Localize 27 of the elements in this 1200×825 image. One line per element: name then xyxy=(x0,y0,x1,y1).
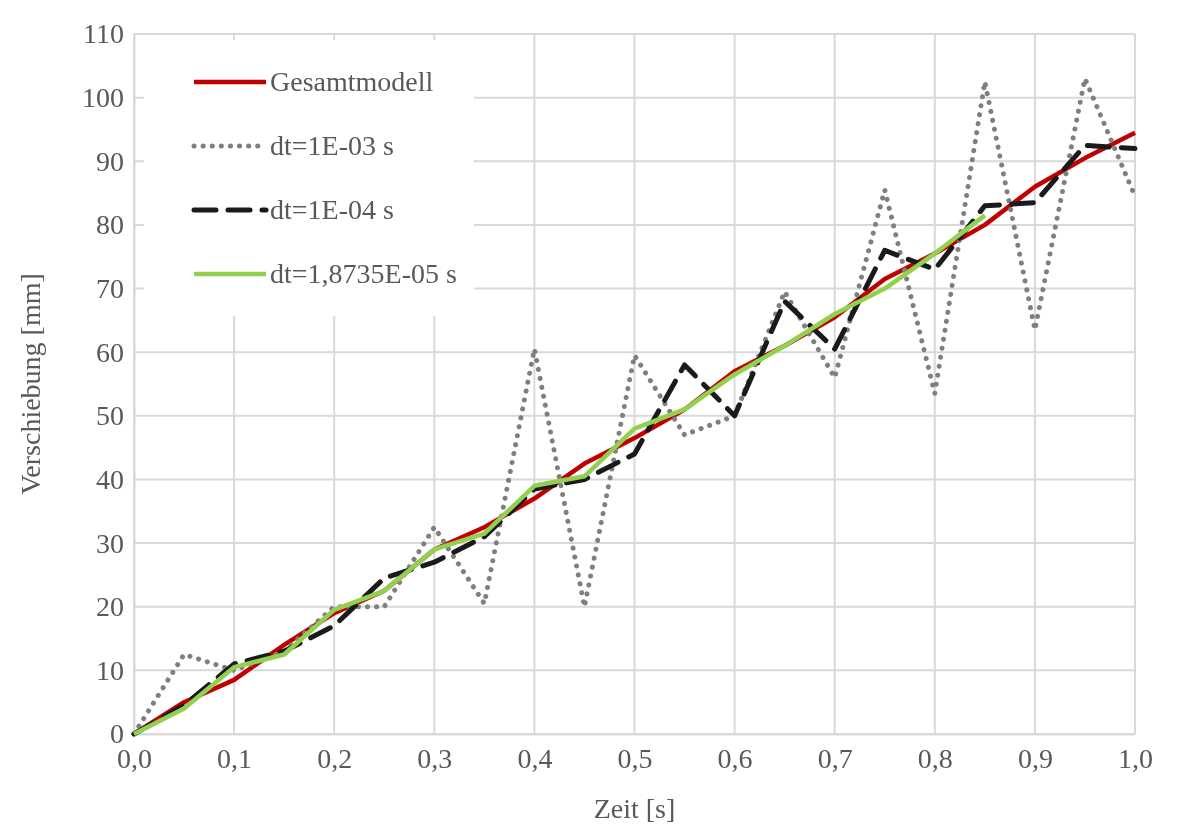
y-tick-label: 110 xyxy=(83,18,124,50)
y-tick-label: 50 xyxy=(96,400,124,432)
y-tick-label: 20 xyxy=(96,591,124,623)
y-tick-label: 100 xyxy=(82,82,124,114)
x-tick-label: 0,6 xyxy=(717,742,753,774)
y-tick-label: 10 xyxy=(96,654,124,686)
x-tick-label: 0,3 xyxy=(417,742,453,774)
x-tick-label: 0,9 xyxy=(1017,742,1053,774)
y-tick-label: 90 xyxy=(96,145,124,177)
y-tick-label: 80 xyxy=(96,209,124,241)
legend-label: dt=1E-03 s xyxy=(270,130,394,161)
y-tick-label: 30 xyxy=(96,527,124,559)
legend-label: Gesamtmodell xyxy=(270,66,434,97)
y-axis-title: Verschiebung [mm] xyxy=(15,273,46,495)
x-tick-label: 0,1 xyxy=(217,742,253,774)
legend-label: dt=1E-04 s xyxy=(270,194,394,225)
x-tick-label: 0,7 xyxy=(817,742,853,774)
x-tick-label: 0,2 xyxy=(317,742,353,774)
legend-label: dt=1,8735E-05 s xyxy=(270,258,457,289)
y-tick-label: 70 xyxy=(96,273,124,305)
x-tick-label: 1,0 xyxy=(1118,742,1153,774)
x-axis-title: Zeit [s] xyxy=(593,793,676,824)
y-tick-label: 60 xyxy=(96,336,124,368)
x-tick-label: 0,4 xyxy=(517,742,553,774)
x-tick-label: 0,8 xyxy=(917,742,953,774)
x-tick-label: 0,5 xyxy=(617,742,653,774)
y-tick-label: 40 xyxy=(96,463,124,495)
